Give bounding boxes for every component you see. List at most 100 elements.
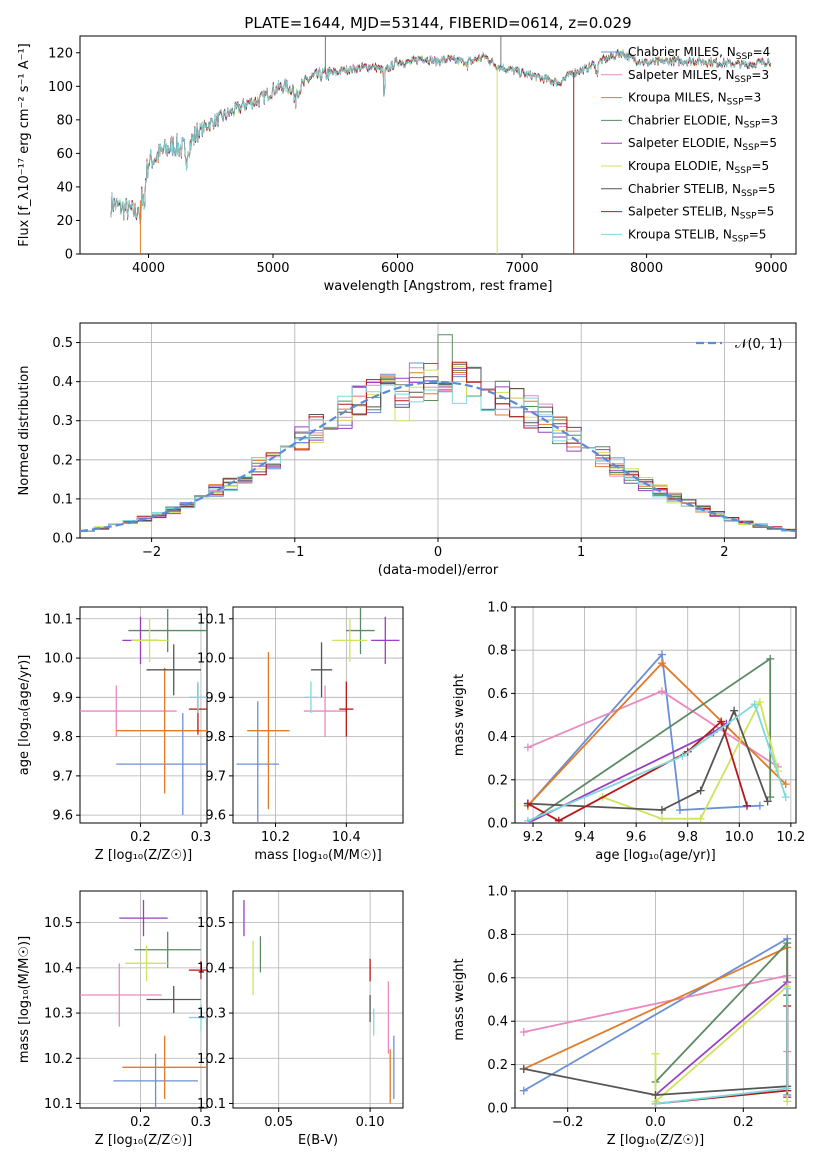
y-tick-label: 10.1 <box>44 1097 73 1112</box>
legend-name: Kroupa STELIB, N <box>628 227 732 241</box>
plot-frame <box>79 606 208 824</box>
series-marker <box>523 799 532 808</box>
series-line-chabrier-elodie <box>654 940 789 1091</box>
series-line-chabrier-miles <box>527 652 760 811</box>
x-tick-label: 0.0 <box>645 1115 666 1130</box>
y-tick-label: 10.1 <box>197 1097 226 1112</box>
errorbar-kroupa-stelib <box>188 681 207 714</box>
errorbar-salpeter-miles <box>303 685 347 737</box>
legend-sub: SSP <box>744 120 761 130</box>
errorbar-kroupa-elodie <box>332 618 368 662</box>
y-tick-label: 10.2 <box>197 1052 226 1067</box>
weight_vs_age-series <box>523 650 790 823</box>
plot-frame <box>514 606 797 824</box>
x-tick-label: 9.2 <box>523 830 544 845</box>
series-marker <box>743 801 752 810</box>
legend-suffix: =5 <box>759 136 777 150</box>
weight_vs_z-ticks: −0.2 0.0 0.2 0.0 0.2 0.4 0.6 0.8 1.0 Z [log₁₀(Z/Z… <box>452 885 754 1149</box>
x-axis-label: Z [log₁₀(Z/Z☉)] <box>95 1133 192 1148</box>
series-marker <box>554 816 563 823</box>
y-tick-label: 0.0 <box>52 532 73 547</box>
y-tick-label: 10.0 <box>197 652 226 667</box>
y-tick-label: 0.4 <box>52 375 73 390</box>
errorbar-salpeter-elodie <box>371 616 400 664</box>
errorbar-chabrier-elodie <box>134 931 201 968</box>
y-axis-label: mass weight <box>452 674 467 756</box>
y-tick-label: 0.8 <box>487 928 508 943</box>
series-marker <box>696 786 705 795</box>
age_vs_mass-axes <box>232 606 404 824</box>
legend-sub: SSP <box>732 234 749 244</box>
spectrum-kroupa-stelib <box>110 49 772 224</box>
y-tick-label: 9.8 <box>52 730 73 745</box>
y-tick-label: 10.2 <box>44 1052 73 1067</box>
series-marker <box>651 1090 660 1099</box>
legend-sub: SSP <box>727 98 744 108</box>
series-marker <box>519 1064 528 1073</box>
y-axis-label: mass weight <box>452 958 467 1040</box>
series-marker <box>519 1086 528 1095</box>
legend-sub: SSP <box>740 212 757 222</box>
legend-entry: Kroupa MILES, NSSP=3 <box>628 91 761 108</box>
errorbar-salpeter-stelib <box>188 961 207 980</box>
legend-entry: Salpeter MILES, NSSP=3 <box>628 68 769 85</box>
x-tick-label: −0.2 <box>552 1115 584 1130</box>
x-tick-label: 0.05 <box>264 1115 293 1130</box>
x-axis-label: Z [log₁₀(Z/Z☉)] <box>607 1133 704 1148</box>
histogram-steps <box>80 334 796 533</box>
errorbar-chabrier-stelib <box>146 985 201 1014</box>
legend-name: Kroupa ELODIE, N <box>628 159 735 173</box>
legend-entry: Salpeter ELODIE, NSSP=5 <box>628 136 777 153</box>
mass_vs_z-axes <box>79 890 208 1109</box>
y-tick-label: 0.2 <box>487 773 508 788</box>
x-tick-label: 8000 <box>630 261 663 276</box>
series-marker <box>523 816 532 823</box>
series-marker <box>783 1084 792 1093</box>
x-tick-label: 1 <box>577 545 585 560</box>
age_vs_mass-ticks: 10.2 10.4 9.6 9.7 9.8 9.9 10.0 10.1 mass [log₁₀(… <box>197 612 382 863</box>
y-tick-label: 20 <box>56 214 73 229</box>
y-tick-label: 10.3 <box>197 1007 226 1022</box>
y-tick-label: 0.1 <box>52 492 73 507</box>
y-tick-label: 10.1 <box>44 612 73 627</box>
series-marker <box>675 806 684 815</box>
legend-entry: Chabrier ELODIE, NSSP=3 <box>628 113 778 130</box>
y-tick-label: 0.4 <box>487 730 508 745</box>
y-tick-label: 1.0 <box>487 601 508 616</box>
y-tick-label: 10.1 <box>197 612 226 627</box>
figure-title: PLATE=1644, MJD=53144, FIBERID=0614, z=0… <box>244 14 631 32</box>
y-tick-label: 120 <box>48 46 73 61</box>
legend-suffix: =3 <box>760 113 778 127</box>
x-axis-label: (data-model)/error <box>378 563 499 578</box>
errorbar-kroupa-elodie <box>131 618 168 662</box>
series-marker <box>783 1097 792 1106</box>
series-marker <box>657 650 666 659</box>
residuals-ticks: −2 −1 0 1 2 0.0 0.1 0.2 0.3 0.4 0.5 (data-model)/er… <box>17 336 729 578</box>
errorbar-chabrier-elodie <box>346 607 375 655</box>
y-tick-label: 9.6 <box>205 809 226 824</box>
y-axis-label: Flux [f_λ10⁻¹⁷ erg cm⁻² s⁻¹ A⁻¹] <box>17 43 32 247</box>
mass_vs_z-ticks: 0.2 0.3 10.1 10.2 10.3 10.4 10.5 Z [log₁₀(Z/Z☉)… <box>17 916 211 1148</box>
legend-name: Salpeter STELIB, N <box>628 205 740 219</box>
x-tick-label: 9.6 <box>626 830 647 845</box>
y-tick-label: 0.0 <box>487 817 508 832</box>
y-tick-label: 10.5 <box>44 916 73 931</box>
x-tick-label: 0.3 <box>191 830 212 845</box>
y-tick-label: 10.4 <box>197 961 226 976</box>
y-tick-label: 40 <box>56 180 73 195</box>
legend-sub: SSP <box>735 166 752 176</box>
errorbar-kroupa-stelib <box>188 1004 207 1032</box>
y-tick-label: 9.7 <box>205 769 226 784</box>
series-marker <box>783 984 792 993</box>
y-tick-label: 0.8 <box>487 644 508 659</box>
x-tick-label: 5000 <box>256 261 289 276</box>
legend-normal-label: 𝒩(0, 1) <box>735 337 782 352</box>
y-tick-label: 100 <box>48 80 73 95</box>
y-tick-label: 1.0 <box>487 885 508 900</box>
series-line-chabrier-elodie <box>527 657 772 823</box>
legend-name: Chabrier STELIB, N <box>628 182 741 196</box>
errorbar-salpeter-elodie <box>119 900 168 937</box>
y-tick-label: 9.7 <box>52 769 73 784</box>
mass_vs_ebv-axes <box>232 890 404 1109</box>
